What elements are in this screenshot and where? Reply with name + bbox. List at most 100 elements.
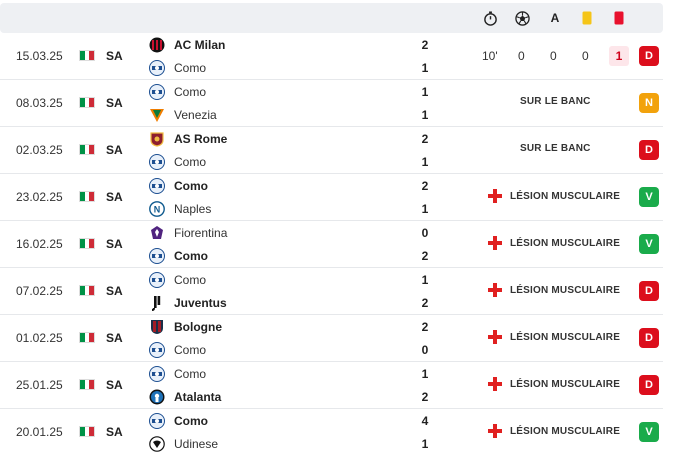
- match-row[interactable]: 15.03.25 SA AC Milan 2 Como 1 10' 0 0 0 1 D: [0, 33, 663, 80]
- score-away: 1: [421, 155, 429, 169]
- match-date: 20.01.25: [16, 425, 63, 439]
- injury-label: LÉSION MUSCULAIRE: [510, 237, 621, 249]
- team-name: Como: [174, 85, 207, 99]
- score-home: 2: [421, 179, 429, 193]
- team-name: Bologne: [174, 320, 222, 334]
- match-row[interactable]: 20.01.25 SA Como 4 Udinese 1 LÉSION MUSCULAIRE…: [0, 409, 663, 456]
- match-date: 16.02.25: [16, 237, 63, 251]
- italy-flag-icon: [79, 144, 95, 155]
- team-home[interactable]: AC Milan: [149, 35, 225, 55]
- como-logo: [149, 248, 165, 264]
- team-away[interactable]: Como: [149, 58, 206, 78]
- team-away[interactable]: Atalanta: [149, 387, 221, 407]
- atalanta-logo: [149, 389, 165, 405]
- bologna-logo: [149, 319, 165, 335]
- team-away[interactable]: Como: [149, 340, 206, 360]
- score-away: 1: [421, 437, 429, 451]
- score-home: 1: [421, 85, 429, 99]
- assist-icon: A: [550, 11, 560, 25]
- team-away[interactable]: Como: [149, 152, 206, 172]
- score-home: 2: [421, 320, 429, 334]
- fiorentina-logo: [149, 225, 165, 241]
- team-name: AC Milan: [174, 38, 226, 52]
- red-card-icon: [611, 10, 627, 26]
- team-home[interactable]: Bologne: [149, 317, 222, 337]
- team-name: Atalanta: [174, 390, 222, 404]
- competition-label: SA: [106, 143, 123, 157]
- italy-flag-icon: [79, 50, 95, 61]
- medical-cross-icon: [488, 189, 502, 203]
- team-away[interactable]: Udinese: [149, 434, 218, 454]
- ac-milan-logo: [149, 37, 165, 53]
- italy-flag-icon: [79, 379, 95, 390]
- como-logo: [149, 342, 165, 358]
- competition-label: SA: [106, 378, 123, 392]
- stats-header: A: [0, 3, 663, 33]
- score-home: 2: [421, 38, 429, 52]
- match-row[interactable]: 01.02.25 SA Bologne 2 Como 0 LÉSION MUSCULAIRE…: [0, 315, 663, 362]
- stopwatch-icon: [482, 10, 498, 26]
- medical-cross-icon: [488, 330, 502, 344]
- team-home[interactable]: Fiorentina: [149, 223, 227, 243]
- result-badge: D: [639, 281, 659, 301]
- team-home[interactable]: Como: [149, 82, 206, 102]
- match-row[interactable]: 08.03.25 SA Como 1 Venezia 1 SUR LE BANC N: [0, 80, 663, 127]
- match-date: 15.03.25: [16, 49, 63, 63]
- como-logo: [149, 178, 165, 194]
- match-row[interactable]: 25.01.25 SA Como 1 Atalanta 2 LÉSION MUSCULAIR…: [0, 362, 663, 409]
- bench-status: SUR LE BANC: [520, 143, 591, 154]
- team-home[interactable]: Como: [149, 364, 206, 384]
- venezia-logo: [149, 107, 165, 123]
- competition-label: SA: [106, 190, 123, 204]
- match-date: 23.02.25: [16, 190, 63, 204]
- stat-minutes: 10': [482, 49, 498, 63]
- score-home: 4: [421, 414, 429, 428]
- match-row[interactable]: 02.03.25 SA AS Rome 2 Como 1 SUR LE BANC D: [0, 127, 663, 174]
- team-home[interactable]: Como: [149, 270, 206, 290]
- team-name: Juventus: [174, 296, 227, 310]
- score-home: 2: [421, 132, 429, 146]
- team-away[interactable]: Como: [149, 246, 208, 266]
- match-date: 01.02.25: [16, 331, 63, 345]
- as-roma-logo: [149, 131, 165, 147]
- napoli-logo: N: [149, 201, 165, 217]
- result-badge: D: [639, 375, 659, 395]
- score-away: 1: [421, 61, 429, 75]
- match-row[interactable]: 07.02.25 SA Como 1 Juventus 2 LÉSION MUSCULAIR…: [0, 268, 663, 315]
- italy-flag-icon: [79, 285, 95, 296]
- score-away: 2: [421, 296, 429, 310]
- competition-label: SA: [106, 425, 123, 439]
- stat-assists: 0: [550, 49, 557, 63]
- team-name: Como: [174, 273, 207, 287]
- udinese-logo: [149, 436, 165, 452]
- result-badge: V: [639, 234, 659, 254]
- score-away: 1: [421, 202, 429, 216]
- italy-flag-icon: [79, 332, 95, 343]
- injury-label: LÉSION MUSCULAIRE: [510, 190, 621, 202]
- result-badge: V: [639, 187, 659, 207]
- score-away: 2: [421, 249, 429, 263]
- team-home[interactable]: Como: [149, 176, 208, 196]
- team-name: Como: [174, 367, 207, 381]
- match-row[interactable]: 23.02.25 SA Como 2 N Naples 1 LÉSION MUSCULAIRE…: [0, 174, 663, 221]
- score-home: 1: [421, 273, 429, 287]
- italy-flag-icon: [79, 97, 95, 108]
- injury-label: LÉSION MUSCULAIRE: [510, 331, 621, 343]
- team-home[interactable]: Como: [149, 411, 208, 431]
- competition-label: SA: [106, 49, 123, 63]
- match-date: 25.01.25: [16, 378, 63, 392]
- team-home[interactable]: AS Rome: [149, 129, 227, 149]
- team-away[interactable]: Venezia: [149, 105, 217, 125]
- injury-label: LÉSION MUSCULAIRE: [510, 425, 621, 437]
- match-row[interactable]: 16.02.25 SA Fiorentina 0 Como 2 LÉSION MUSCULA…: [0, 221, 663, 268]
- medical-cross-icon: [488, 283, 502, 297]
- como-logo: [149, 84, 165, 100]
- medical-cross-icon: [488, 424, 502, 438]
- team-away[interactable]: N Naples: [149, 199, 211, 219]
- team-name: Como: [174, 179, 208, 193]
- team-name: Como: [174, 343, 207, 357]
- result-badge: D: [639, 328, 659, 348]
- injury-status: LÉSION MUSCULAIRE: [488, 377, 620, 391]
- team-away[interactable]: Juventus: [149, 293, 227, 313]
- medical-cross-icon: [488, 236, 502, 250]
